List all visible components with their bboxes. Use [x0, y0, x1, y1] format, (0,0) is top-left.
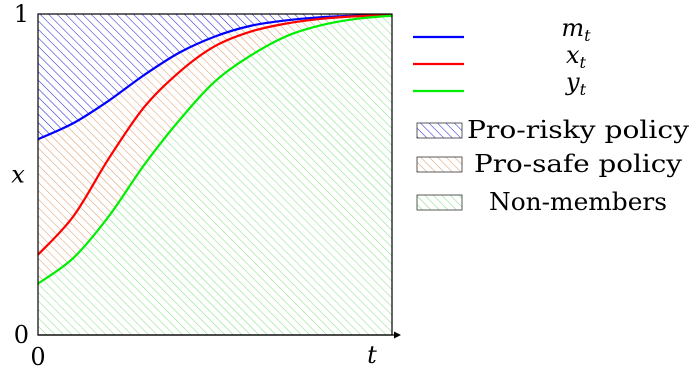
x-axis	[38, 331, 401, 339]
x-axis-label: t	[367, 341, 377, 367]
series-line-x-t	[37, 13, 393, 256]
region-non-members	[38, 15, 392, 336]
y-tick-label: 0	[14, 321, 29, 349]
plot-area	[37, 13, 401, 339]
x-tick-label: 0	[30, 343, 45, 367]
legend-region-label: Non-members	[489, 188, 667, 216]
legend-swatch-pro-risky-policy	[416, 122, 463, 139]
y-axis-label: x	[11, 161, 25, 189]
region-pro-risky	[38, 14, 392, 140]
legend-swatch-non-members	[416, 194, 463, 211]
legend-swatch-pro-safe-policy	[416, 156, 463, 173]
y-tick-label: 1	[14, 0, 29, 28]
legend-series-label: yt	[565, 68, 587, 99]
series-line-y-t	[37, 14, 393, 285]
legend-series-label: xt	[566, 41, 587, 72]
series-line-m-t	[37, 13, 393, 141]
legend-region-label: Pro-safe policy	[474, 150, 683, 178]
legend-series-label: mt	[561, 14, 591, 45]
legend-region-label: Pro-risky policy	[467, 116, 690, 144]
